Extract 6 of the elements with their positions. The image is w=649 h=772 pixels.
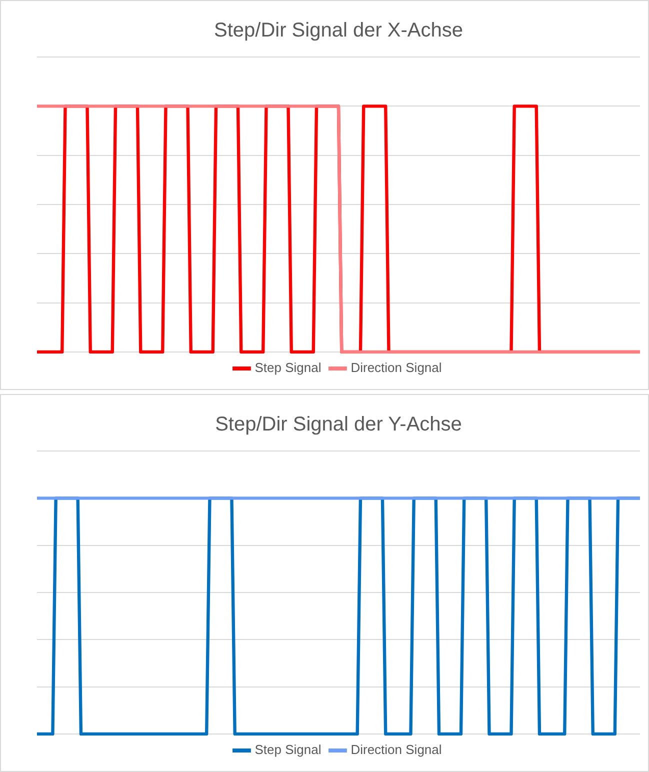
chart-title: Step/Dir Signal der X-Achse [214, 20, 464, 42]
legend-label: Step Signal [254, 742, 322, 758]
legend-label: Step Signal [254, 360, 322, 376]
legend-label: Direction Signal [350, 742, 442, 758]
chart-title: Step/Dir Signal der Y-Achse [215, 414, 462, 436]
legend-label: Direction Signal [350, 360, 442, 376]
